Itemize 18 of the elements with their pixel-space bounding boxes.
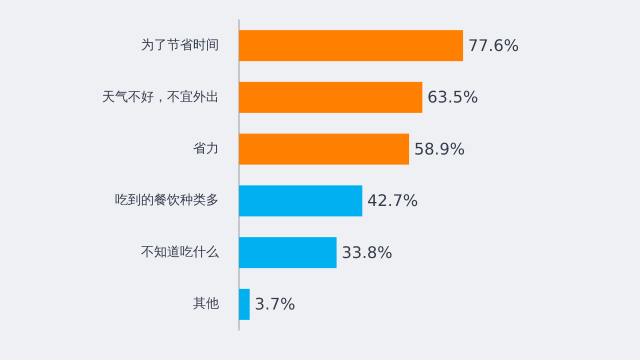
data-label: 58.9% bbox=[414, 139, 465, 158]
data-label: 63.5% bbox=[427, 88, 478, 107]
bar bbox=[239, 30, 464, 62]
data-label: 42.7% bbox=[367, 191, 418, 210]
bar bbox=[239, 185, 362, 216]
y-tick-label: 不知道吃什么 bbox=[141, 244, 219, 260]
y-tick-label: 省力 bbox=[193, 142, 219, 157]
bar bbox=[239, 288, 250, 320]
y-tick-label: 其他 bbox=[193, 296, 219, 312]
data-label: 77.6% bbox=[468, 36, 519, 55]
data-label: 3.7% bbox=[254, 294, 296, 314]
y-tick-label: 吃到的餐饮种类多 bbox=[115, 193, 219, 208]
y-tick-label: 天气不好，不宜外出 bbox=[102, 88, 219, 105]
bar bbox=[239, 82, 422, 113]
data-label: 33.8% bbox=[342, 242, 392, 262]
bar bbox=[239, 134, 410, 165]
bar bbox=[239, 237, 337, 268]
y-tick-label: 为了节省时间 bbox=[141, 38, 219, 54]
